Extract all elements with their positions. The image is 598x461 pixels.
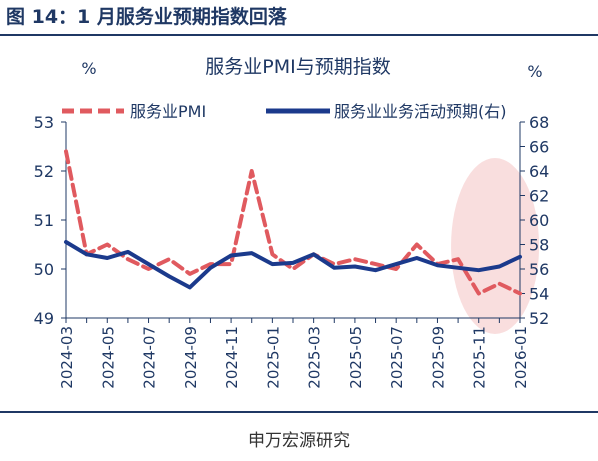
- x-axis-tick-label: 2024-05: [99, 326, 117, 389]
- right-axis-tick-label: 52: [529, 309, 549, 328]
- legend-label-pmi: 服务业PMI: [130, 102, 206, 121]
- bottom-rule: [0, 411, 598, 413]
- right-axis-tick-label: 66: [529, 138, 549, 157]
- x-axis-tick-label: 2024-09: [182, 326, 200, 389]
- left-unit-label: %: [81, 59, 96, 78]
- legend-label-expectation: 服务业业务活动预期(右): [334, 102, 507, 121]
- x-axis-tick-label: 2025-11: [471, 326, 489, 389]
- x-axis-tick-label: 2025-07: [388, 326, 406, 389]
- x-axis-tick-label: 2024-11: [223, 326, 241, 389]
- x-axis-tick-label: 2024-03: [58, 326, 76, 389]
- right-axis-tick-label: 68: [529, 113, 549, 132]
- top-rule: [0, 34, 598, 36]
- highlight-ellipse: [451, 158, 540, 334]
- chart-title: 服务业PMI与预期指数: [205, 56, 390, 78]
- left-axis-tick-label: 53: [34, 113, 54, 132]
- left-axis-tick-label: 52: [34, 162, 54, 181]
- right-axis-tick-label: 62: [529, 187, 549, 206]
- source-label: 申万宏源研究: [248, 431, 350, 451]
- x-axis-tick-label: 2025-05: [347, 326, 365, 389]
- right-axis-tick-label: 56: [529, 260, 549, 279]
- left-axis-tick-label: 49: [34, 309, 54, 328]
- x-axis-tick-label: 2024-07: [141, 326, 159, 389]
- series-line-pmi: [64, 149, 522, 296]
- series-line-expectation: [64, 240, 522, 290]
- x-axis-tick-label: 2025-09: [429, 326, 447, 389]
- right-axis-tick-label: 54: [529, 285, 549, 304]
- x-axis-tick-label: 2025-01: [264, 326, 282, 389]
- legend: 服务业PMI 服务业业务活动预期(右): [62, 102, 507, 121]
- left-axis-tick-label: 50: [34, 260, 54, 279]
- figure-title: 图 14：1 月服务业预期指数回落: [6, 6, 287, 28]
- left-axis-tick-label: 51: [34, 211, 54, 230]
- right-unit-label: %: [527, 62, 542, 81]
- right-axis-tick-label: 60: [529, 211, 549, 230]
- right-axis-tick-label: 58: [529, 236, 549, 255]
- x-axis-tick-label: 2026-01: [512, 326, 530, 389]
- x-axis-tick-label: 2025-03: [306, 326, 324, 389]
- right-axis-tick-label: 64: [529, 162, 549, 181]
